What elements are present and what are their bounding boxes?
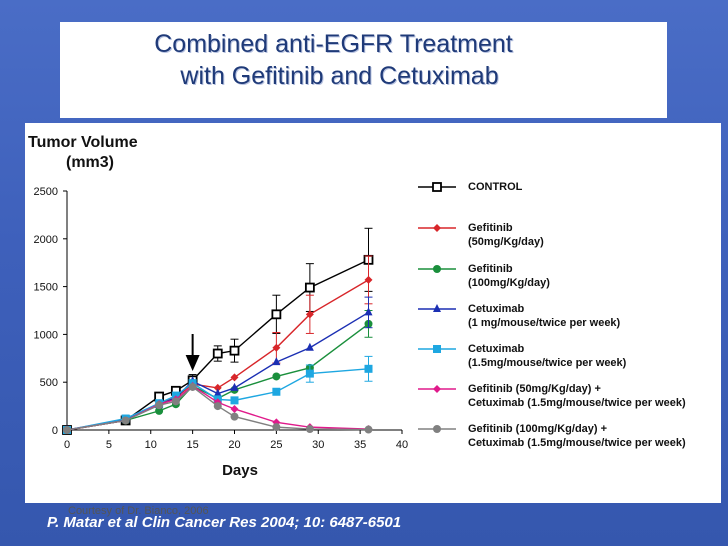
data-point-series-2 [272,343,281,352]
data-point-series-7 [155,401,164,410]
x-tick-label: 0 [64,439,70,451]
legend-swatch-marker-3 [433,265,441,273]
legend-entry-line: Cetuximab [468,303,525,315]
slide-title-line-1: Combined anti-EGFR Treatment [154,30,513,58]
data-point-series-2 [305,310,314,319]
data-point-series-5 [364,364,373,373]
legend-entry-1: CONTROL [468,180,522,194]
data-point-series-4 [364,307,373,316]
title-box [60,22,667,118]
legend-entry-line: (1.5mg/mouse/twice per week) [468,357,627,369]
y-axis-label: Tumor Volume (mm3) [28,133,148,173]
legend-entry-line: CONTROL [468,181,523,193]
legend-entry-line: (50mg/Kg/day) [468,236,544,248]
chart-panel [25,123,721,503]
legend-entry-line: Cetuximab (1.5mg/mouse/twice per week) [468,437,686,449]
data-point-series-3 [272,372,281,381]
data-point-series-7 [305,425,314,434]
data-point-series-1 [212,348,223,359]
data-point-series-7 [272,423,281,432]
data-point-series-4 [272,357,281,366]
legend-swatch-marker-6 [433,385,441,393]
legend-entry-7: Gefitinib (100mg/Kg/day) + Cetuximab (1.5… [468,422,686,450]
data-point-series-4 [230,382,239,391]
y-tick-label: 500 [40,377,58,389]
data-point-series-7 [63,426,71,434]
treatment-arrow-head [185,355,200,371]
data-point-series-1 [271,309,282,320]
y-tick-label: 0 [52,425,58,437]
legend-entry-line: (1 mg/mouse/twice per week) [468,317,621,329]
y-tick-label: 2000 [34,234,58,246]
legend-entry-line: Cetuximab (1.5mg/mouse/twice per week) [468,397,686,409]
data-point-series-1 [229,345,240,356]
data-point-series-7 [121,416,130,425]
x-axis-title: Days [222,462,258,479]
data-point-series-7 [230,412,239,421]
series-line-1 [66,259,369,431]
legend-entry-6: Gefitinib (50mg/Kg/day) + Cetuximab (1.5m… [468,382,686,410]
legend-swatch-marker-5 [433,345,441,353]
slide-title-line-2: with Gefitinib and Cetuximab [180,62,499,90]
data-point-series-7 [364,425,373,434]
y-tick-label: 2500 [34,186,58,198]
data-point-series-6 [230,404,239,413]
legend-entry-4: Cetuximab (1 mg/mouse/twice per week) [468,302,620,330]
x-tick-label: 40 [396,439,408,451]
y-tick-label: 1000 [34,329,58,341]
x-tick-label: 25 [270,439,282,451]
data-point-series-2 [213,383,222,392]
courtesy-note: Courtesy of Dr. Bianco, 2006 [68,505,209,517]
series-line-5 [66,368,369,431]
data-point-series-3 [155,406,164,415]
legend-swatch-marker-2 [433,224,441,232]
series-line-7 [66,386,369,431]
data-point-series-2 [364,275,373,284]
legend-entry-line: Gefitinib (100mg/Kg/day) + [468,423,608,435]
series-line-4 [66,311,369,431]
legend-entry-line: Cetuximab [468,343,525,355]
y-axis-label-line-1: Tumor Volume [28,134,138,151]
legend-entry-5: Cetuximab (1.5mg/mouse/twice per week) [468,342,626,370]
citation: P. Matar et al Clin Cancer Res 2004; 10:… [47,514,402,531]
legend-entry-line: (100mg/Kg/day) [468,277,550,289]
data-point-series-7 [188,382,197,391]
series-line-3 [66,323,369,431]
x-tick-label: 5 [106,439,112,451]
data-point-series-7 [213,402,222,411]
x-tick-label: 10 [145,439,157,451]
legend-swatch-marker-7 [433,425,441,433]
data-point-series-2 [230,373,239,382]
x-tick-label: 35 [354,439,366,451]
legend-swatch-marker-1 [432,182,442,192]
data-point-series-5 [305,369,314,378]
legend-entry-line: Gefitinib (50mg/Kg/day) + [468,383,601,395]
x-tick-label: 30 [312,439,324,451]
legend-swatch-marker-4 [433,304,441,312]
data-point-series-5 [230,396,239,405]
legend-entry-line: Gefitinib [468,263,513,275]
data-point-series-4 [305,342,314,351]
legend-entry-3: Gefitinib (100mg/Kg/day) [468,262,550,290]
y-axis-label-line-2: (mm3) [66,154,115,171]
data-point-series-1 [304,282,315,293]
legend-entry-2: Gefitinib (50mg/Kg/day) [468,221,544,249]
x-tick-label: 15 [187,439,199,451]
data-point-series-7 [171,397,180,406]
data-point-series-4 [213,388,222,397]
legend-entry-line: Gefitinib [468,222,513,234]
y-tick-label: 1500 [34,282,58,294]
x-tick-label: 20 [228,439,240,451]
data-point-series-5 [272,387,281,396]
